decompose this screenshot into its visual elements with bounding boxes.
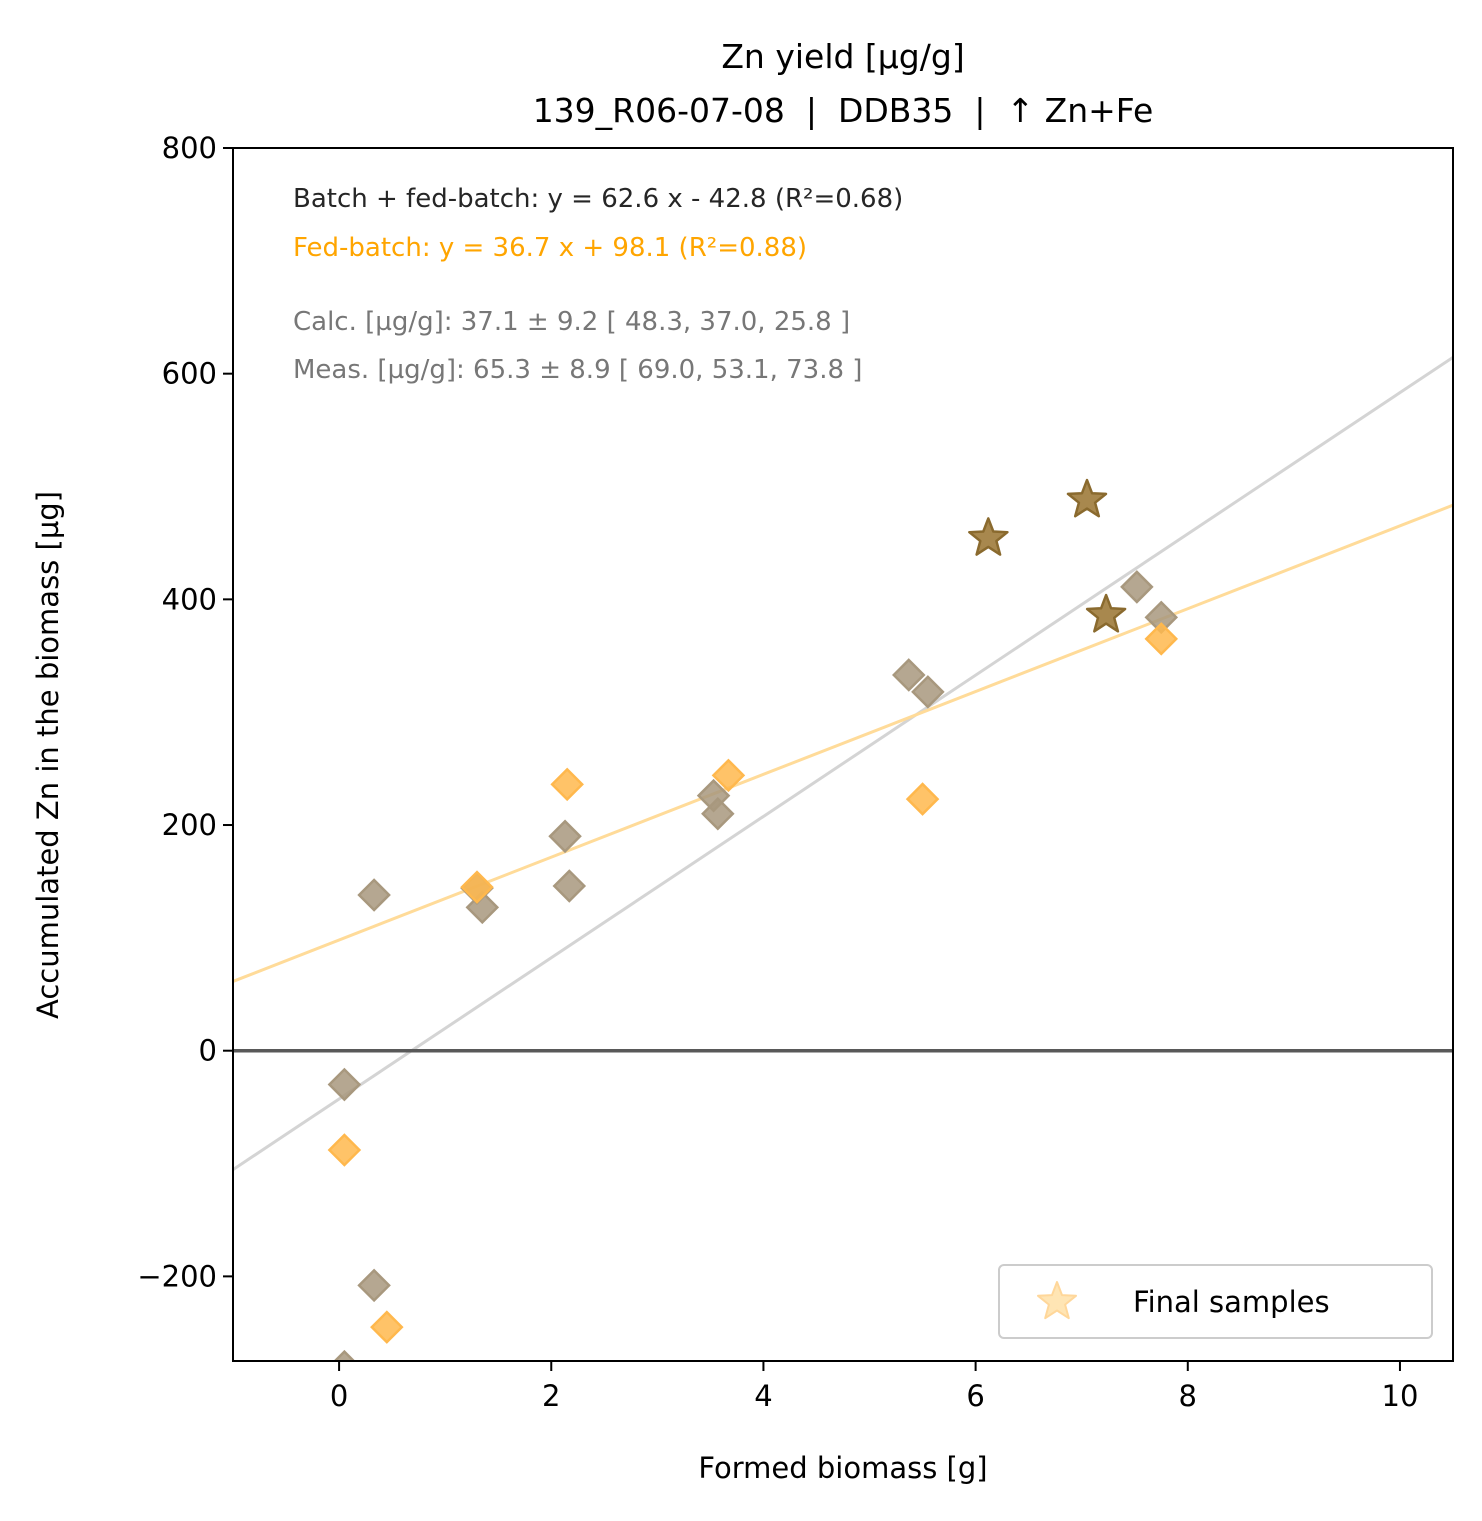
data-point-s1-2: [460, 870, 494, 904]
legend-box: [998, 1264, 1433, 1339]
annotation-1: Fed-batch: y = 36.7 x + 98.1 (R²=0.88): [293, 233, 807, 263]
data-point-s0-7: [552, 869, 587, 903]
data-point-s0-3: [357, 1268, 391, 1303]
legend-label: Final samples: [1133, 1285, 1330, 1319]
fit-annotations: Batch + fed-batch: y = 62.6 x - 42.8 (R²…: [293, 184, 903, 385]
x-axis: 0 2 4 6 8 10: [330, 1361, 1419, 1413]
y-tick-label: 600: [162, 357, 217, 391]
y-tick-label: 200: [162, 808, 217, 842]
data-point-s0-1: [333, 1349, 356, 1361]
data-point-s1-6: [1144, 622, 1179, 656]
data-point-s0-0: [327, 1067, 362, 1102]
annotation-2: Calc. [µg/g]: 37.1 ± 9.2 [ 48.3, 37.0, 2…: [293, 307, 850, 337]
y-axis: −200 0 200 400 600 800: [137, 131, 233, 1293]
data-point-s1-5: [905, 782, 940, 816]
data-point-s0-11: [911, 675, 945, 709]
final-sample-star-2: [1085, 593, 1127, 633]
annotation-3: Meas. [µg/g]: 65.3 ± 8.9 [ 69.0, 53.1, 7…: [293, 355, 862, 385]
data-points: [327, 478, 1179, 1361]
x-tick-label: 4: [754, 1379, 772, 1413]
y-tick-label: 0: [199, 1034, 217, 1068]
data-point-s0-6: [548, 819, 582, 854]
x-tick-label: 0: [330, 1379, 348, 1413]
y-tick-label: 800: [162, 131, 217, 165]
y-axis-label: Accumulated Zn in the biomass [µg]: [31, 491, 65, 1019]
data-point-s1-4: [711, 758, 746, 793]
x-axis-label: Formed biomass [g]: [698, 1451, 987, 1485]
x-tick-label: 2: [542, 1379, 560, 1413]
data-point-s1-1: [370, 1310, 404, 1344]
chart-title: Zn yield [µg/g]: [721, 37, 964, 76]
x-tick-label: 10: [1382, 1379, 1419, 1413]
annotation-0: Batch + fed-batch: y = 62.6 x - 42.8 (R²…: [293, 184, 903, 214]
plot-frame: [232, 147, 1454, 1362]
data-point-s0-10: [892, 658, 926, 692]
legend: Final samples: [998, 1264, 1433, 1339]
x-tick-label: 8: [1179, 1379, 1197, 1413]
x-tick-label: 6: [966, 1379, 984, 1413]
plot-content: [233, 356, 1453, 1361]
final-sample-star-0: [968, 517, 1009, 556]
y-tick-label: 400: [162, 582, 217, 616]
data-point-s1-3: [550, 767, 584, 802]
legend-star-marker: [1037, 1281, 1077, 1320]
final-sample-star-1: [1066, 478, 1108, 518]
data-point-s0-12: [1120, 570, 1154, 604]
chart-subtitle: 139_R06-07-08 | DDB35 | ↑ Zn+Fe: [533, 91, 1154, 130]
fit-lines: [233, 356, 1453, 1171]
data-point-s0-9: [701, 796, 735, 831]
fit-line-0: [233, 356, 1453, 1171]
data-point-s0-2: [357, 878, 391, 912]
fit-line-1: [233, 503, 1453, 983]
data-point-s1-0: [327, 1133, 362, 1167]
y-tick-label: −200: [137, 1259, 217, 1293]
legend-star: [1037, 1281, 1077, 1320]
